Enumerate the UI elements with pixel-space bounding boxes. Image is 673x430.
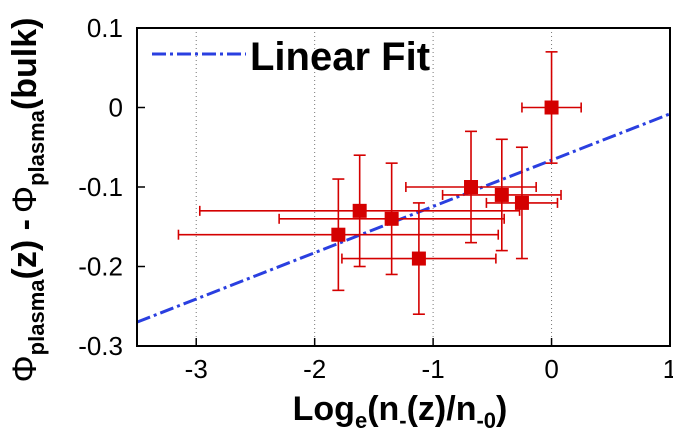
y-tick-label: 0	[109, 93, 123, 123]
x-axis-ticks: -3 -2 -1 0 1	[185, 338, 673, 384]
y-tick-label: -0.3	[78, 331, 123, 361]
x-axis-title: Loge(n-(z)/n-0)	[293, 390, 508, 430]
plot-background	[137, 28, 670, 346]
data-point	[544, 100, 559, 115]
x-tick-label: 1	[663, 354, 673, 384]
y-axis-ticks: -0.3 -0.2 -0.1 0 0.1	[78, 13, 145, 361]
y-axis-title: Φplasma(z) -Φplasma(bulk)	[6, 18, 49, 383]
legend-label: Linear Fit	[250, 35, 430, 79]
y-tick-label: 0.1	[87, 13, 123, 43]
data-point	[384, 211, 399, 226]
y-tick-label: -0.1	[78, 172, 123, 202]
data-point	[514, 195, 529, 210]
data-point	[352, 203, 367, 218]
legend: Linear Fit	[152, 35, 430, 79]
y-tick-label: -0.2	[78, 252, 123, 282]
data-point	[494, 187, 509, 202]
x-tick-label: -2	[303, 354, 326, 384]
data-point	[331, 227, 346, 242]
x-tick-label: -3	[185, 354, 208, 384]
x-tick-label: 0	[544, 354, 558, 384]
data-point	[464, 180, 479, 194]
x-tick-label: -1	[422, 354, 445, 384]
data-point	[411, 251, 426, 266]
data-points	[177, 51, 582, 316]
